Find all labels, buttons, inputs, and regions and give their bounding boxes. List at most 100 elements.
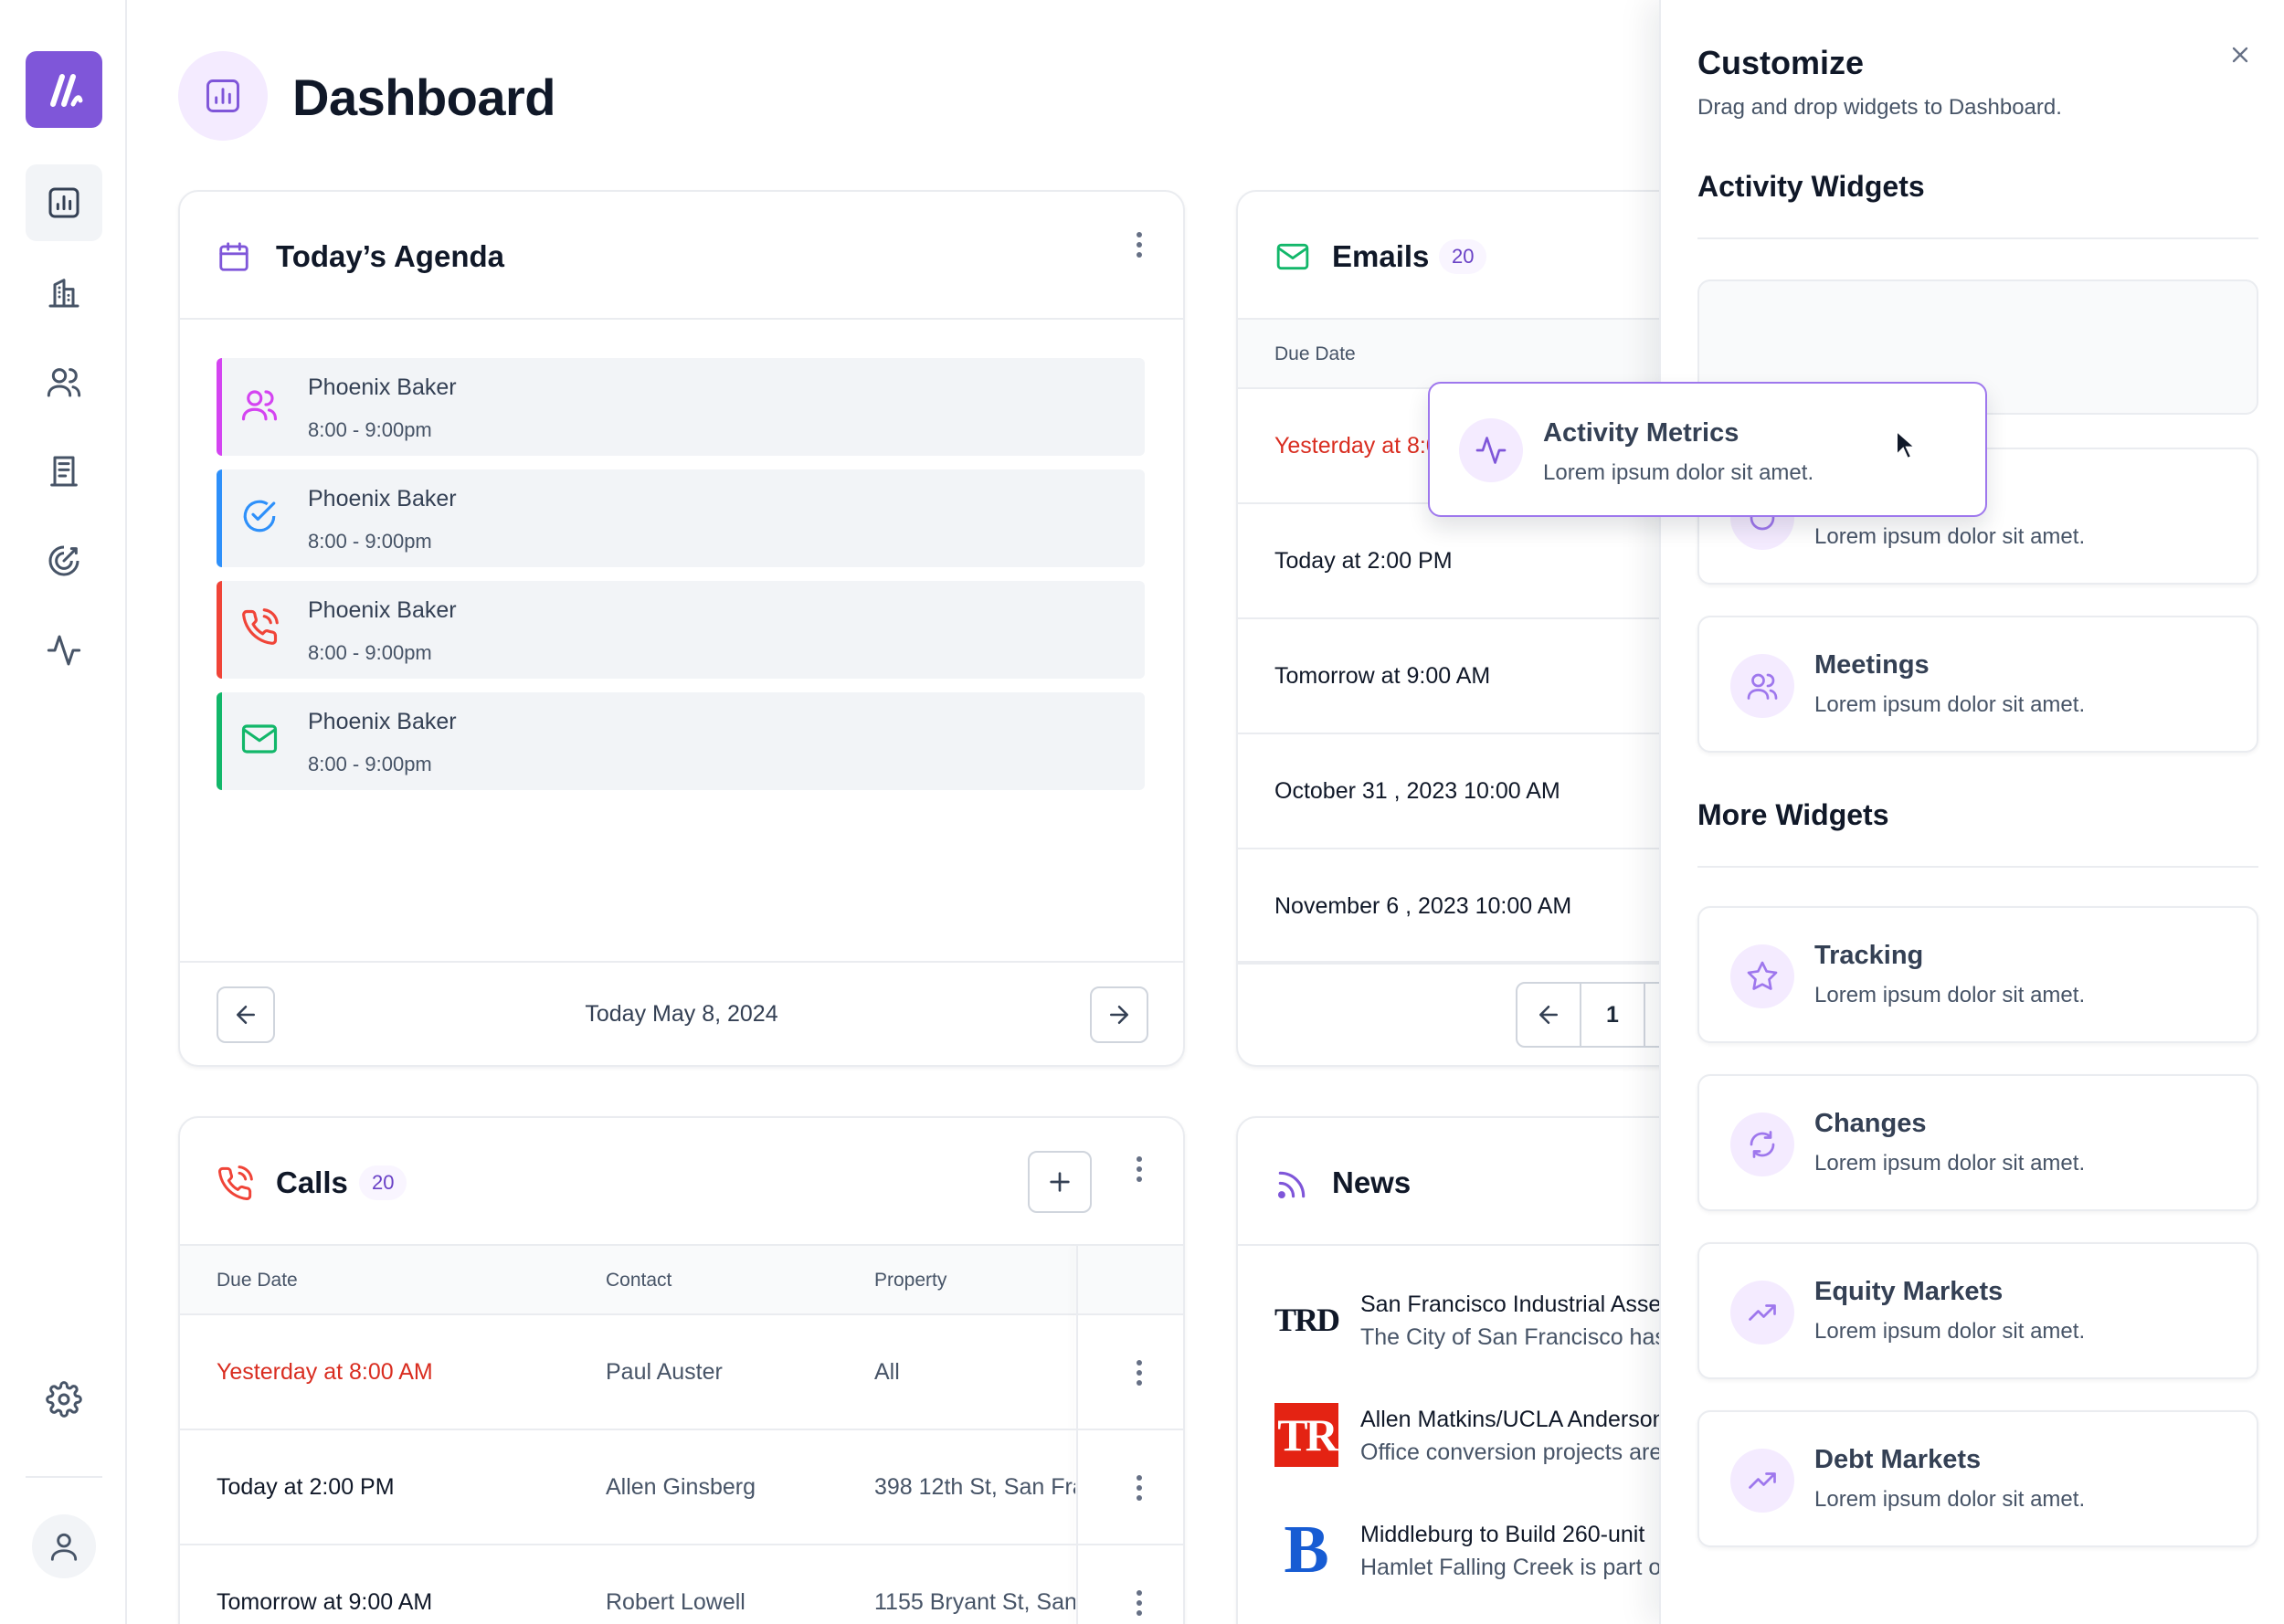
- agenda-footer: Today May 8, 2024: [180, 961, 1183, 1065]
- agenda-item-time: 8:00 - 9:00pm: [308, 530, 432, 553]
- user-icon: [50, 1533, 78, 1561]
- activity-widgets-heading: Activity Widgets: [1697, 170, 1925, 203]
- email-due: Tomorrow at 9:00 AM: [1274, 663, 1491, 689]
- plus-icon: [1050, 1172, 1070, 1192]
- news-item-title: San Francisco Industrial Assets: [1360, 1292, 1679, 1317]
- table-row[interactable]: October 31 , 2023 10:00 AM: [1238, 734, 1746, 849]
- prev-day-button[interactable]: [217, 986, 275, 1043]
- more-vertical-icon: [1137, 232, 1142, 258]
- agenda-item-time: 8:00 - 9:00pm: [308, 418, 432, 441]
- widget-tracking[interactable]: Tracking Lorem ipsum dolor sit amet.: [1697, 906, 2258, 1043]
- prev-page-button[interactable]: [1517, 984, 1581, 1046]
- news-header: News: [1238, 1118, 1746, 1246]
- table-row[interactable]: Today at 2:00 PM: [1238, 504, 1746, 619]
- call-due: Yesterday at 8:00 AM: [217, 1359, 433, 1385]
- widget-meetings[interactable]: Meetings Lorem ipsum dolor sit amet.: [1697, 616, 2258, 753]
- news-item[interactable]: TRD San Francisco Industrial Assets The …: [1274, 1288, 1731, 1370]
- page-title: Dashboard: [292, 69, 556, 126]
- agenda-item-name: Phoenix Baker: [308, 374, 457, 400]
- calls-title: Calls: [276, 1165, 348, 1199]
- widget-name: Activity Metrics: [1543, 418, 1739, 448]
- widget-description: Lorem ipsum dolor sit amet.: [1814, 692, 2086, 717]
- close-panel-button[interactable]: [2222, 37, 2258, 73]
- mail-icon: [241, 724, 278, 754]
- users-icon: [241, 390, 278, 421]
- call-contact: Paul Auster: [606, 1359, 723, 1385]
- widget-description: Lorem ipsum dolor sit amet.: [1814, 983, 2086, 1007]
- nav-dashboard[interactable]: [26, 164, 102, 241]
- logo-icon: [50, 74, 83, 107]
- email-due: Today at 2:00 PM: [1274, 548, 1453, 574]
- refresh-icon: [1750, 1131, 1775, 1158]
- nav-contacts[interactable]: [26, 343, 102, 420]
- more-vertical-icon: [1137, 1590, 1142, 1616]
- nav-documents[interactable]: [26, 433, 102, 510]
- agenda-item[interactable]: Phoenix Baker 8:00 - 9:00pm: [217, 692, 1145, 790]
- widget-name: Tracking: [1814, 941, 1924, 970]
- nav-goals[interactable]: [26, 522, 102, 599]
- next-day-button[interactable]: [1090, 986, 1148, 1043]
- nav-settings[interactable]: [26, 1361, 102, 1438]
- agenda-item-color-bar: [217, 692, 222, 790]
- sidebar: [0, 0, 127, 1624]
- news-source-logo: B: [1284, 1512, 1329, 1587]
- rss-icon: [1277, 1171, 1306, 1199]
- activity-icon: [47, 635, 81, 666]
- agenda-menu-button[interactable]: [1126, 227, 1152, 263]
- more-vertical-icon: [1137, 1475, 1142, 1501]
- widget-name: Changes: [1814, 1109, 1927, 1138]
- page-1-button[interactable]: 1: [1581, 984, 1645, 1046]
- agenda-title: Today’s Agenda: [276, 239, 504, 273]
- bar-chart-icon: [206, 79, 239, 112]
- trend-up-icon: [1749, 1304, 1776, 1321]
- column-property: Property: [874, 1270, 947, 1291]
- dragging-widget-activity-metrics[interactable]: Activity Metrics Lorem ipsum dolor sit a…: [1428, 382, 1987, 517]
- agenda-item[interactable]: Phoenix Baker 8:00 - 9:00pm: [217, 358, 1145, 456]
- nav-properties[interactable]: [26, 254, 102, 331]
- call-contact: Robert Lowell: [606, 1589, 745, 1615]
- row-menu-button[interactable]: [1126, 1355, 1152, 1391]
- calendar-icon: [219, 242, 248, 271]
- widget-description: Lorem ipsum dolor sit amet.: [1814, 1151, 2086, 1176]
- widget-equity-markets[interactable]: Equity Markets Lorem ipsum dolor sit ame…: [1697, 1242, 2258, 1379]
- agenda-item-name: Phoenix Baker: [308, 486, 457, 511]
- agenda-item[interactable]: Phoenix Baker 8:00 - 9:00pm: [217, 581, 1145, 679]
- customize-subtitle: Drag and drop widgets to Dashboard.: [1697, 95, 2062, 120]
- sticky-column-divider: [1076, 1246, 1078, 1624]
- receipt-icon: [50, 456, 78, 487]
- page-icon: [178, 51, 268, 141]
- table-row[interactable]: November 6 , 2023 10:00 AM: [1238, 849, 1746, 965]
- check-circle-icon: [243, 500, 276, 533]
- call-property: 1155 Bryant St, San Francisco: [874, 1589, 1075, 1615]
- table-row[interactable]: Tomorrow at 9:00 AM: [1238, 619, 1746, 734]
- arrow-left-icon: [237, 1006, 255, 1024]
- widget-name: Meetings: [1814, 650, 1930, 680]
- news-item-summary: Office conversion projects are: [1360, 1439, 1663, 1465]
- widget-icon: [1730, 1281, 1794, 1345]
- table-row[interactable]: Today at 2:00 PM Allen Ginsberg 398 12th…: [180, 1430, 1183, 1545]
- news-source-logo: TRD: [1274, 1302, 1340, 1338]
- widget-changes[interactable]: Changes Lorem ipsum dolor sit amet.: [1697, 1074, 2258, 1211]
- row-menu-button[interactable]: [1126, 1585, 1152, 1621]
- trend-up-icon: [1749, 1472, 1776, 1489]
- calls-menu-button[interactable]: [1126, 1151, 1152, 1187]
- add-call-button[interactable]: [1028, 1151, 1092, 1213]
- news-item[interactable]: TR Allen Matkins/UCLA Anderson Office co…: [1274, 1403, 1731, 1485]
- table-row[interactable]: Tomorrow at 9:00 AM Robert Lowell 1155 B…: [180, 1545, 1183, 1624]
- app-logo[interactable]: [26, 51, 102, 128]
- table-row[interactable]: Yesterday at 8:00 AM Paul Auster All: [180, 1315, 1183, 1430]
- widget-debt-markets[interactable]: Debt Markets Lorem ipsum dolor sit amet.: [1697, 1410, 2258, 1547]
- news-item[interactable]: B Middleburg to Build 260-unit Hamlet Fa…: [1274, 1512, 1731, 1600]
- avatar[interactable]: [32, 1514, 96, 1578]
- widget-icon: [1730, 1113, 1794, 1176]
- agenda-item-time: 8:00 - 9:00pm: [308, 753, 432, 775]
- section-divider: [1697, 237, 2258, 239]
- target-icon: [48, 545, 79, 576]
- row-menu-button[interactable]: [1126, 1470, 1152, 1506]
- agenda-item[interactable]: Phoenix Baker 8:00 - 9:00pm: [217, 469, 1145, 567]
- emails-count-badge: 20: [1439, 239, 1487, 274]
- agenda-header: Today’s Agenda: [180, 192, 1183, 320]
- widget-icon: [1730, 654, 1794, 718]
- nav-activity[interactable]: [26, 612, 102, 689]
- column-contact: Contact: [606, 1270, 672, 1291]
